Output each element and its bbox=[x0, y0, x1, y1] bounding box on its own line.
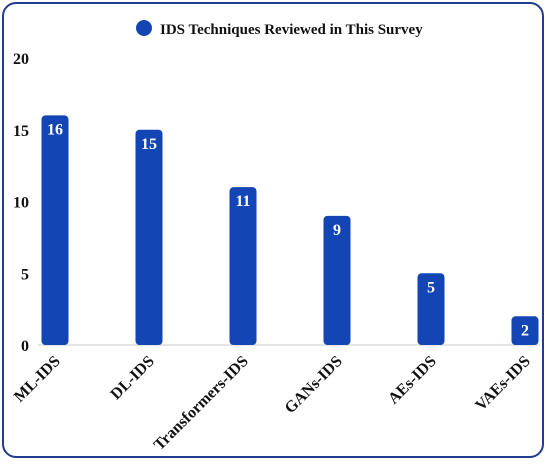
legend-marker bbox=[136, 20, 152, 36]
bar-value-label: 2 bbox=[521, 322, 529, 339]
bar-value-labels: 16 15 11 9 5 2 bbox=[47, 121, 529, 339]
x-tick-label: ML-IDS bbox=[11, 353, 64, 406]
bars bbox=[41, 115, 539, 346]
bar-value-label: 15 bbox=[141, 136, 157, 153]
chart-frame bbox=[2, 2, 544, 458]
x-tick-label: VAEs-IDS bbox=[472, 353, 534, 415]
bar-ml-ids bbox=[41, 115, 69, 346]
legend: IDS Techniques Reviewed in This Survey bbox=[136, 20, 423, 38]
y-tick-label: 0 bbox=[21, 338, 29, 355]
bar-value-label: 16 bbox=[47, 121, 63, 138]
bar-value-label: 9 bbox=[333, 222, 341, 239]
bar-value-label: 11 bbox=[235, 193, 250, 210]
y-tick-label: 20 bbox=[13, 51, 29, 68]
legend-label: IDS Techniques Reviewed in This Survey bbox=[160, 22, 423, 38]
y-axis-ticks: 0 5 10 15 20 bbox=[13, 51, 29, 355]
x-tick-label: GANs-IDS bbox=[282, 353, 346, 417]
y-tick-label: 10 bbox=[13, 195, 29, 212]
bar-dl-ids bbox=[135, 129, 163, 345]
bar-transformers-ids bbox=[229, 187, 257, 345]
y-tick-label: 5 bbox=[21, 266, 29, 283]
bar-vaes-ids bbox=[511, 316, 539, 345]
bar-gans-ids bbox=[323, 215, 351, 345]
x-tick-label: DL-IDS bbox=[107, 353, 157, 403]
y-tick-label: 15 bbox=[13, 123, 29, 140]
x-tick-label: Transformers-IDS bbox=[151, 353, 252, 454]
bar-aes-ids bbox=[417, 273, 445, 345]
bar-value-label: 5 bbox=[427, 279, 435, 296]
x-tick-label: AEs-IDS bbox=[385, 353, 440, 408]
